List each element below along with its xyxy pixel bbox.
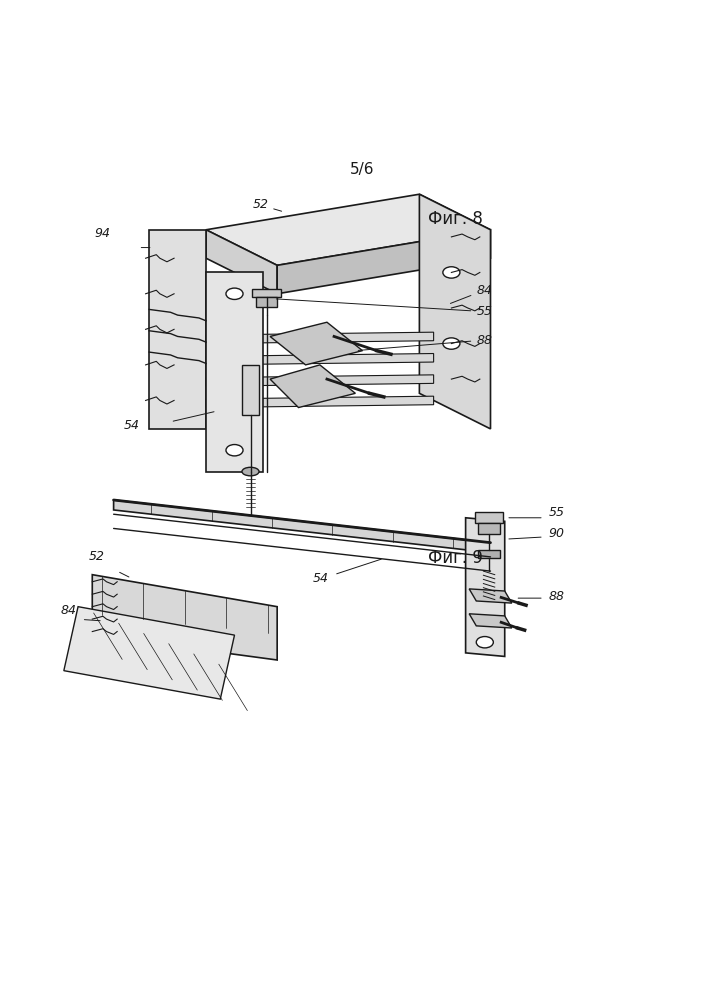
Polygon shape (419, 194, 491, 429)
Ellipse shape (226, 445, 243, 456)
Text: 55: 55 (276, 299, 492, 318)
Ellipse shape (242, 467, 259, 476)
Ellipse shape (443, 338, 460, 349)
Polygon shape (64, 607, 234, 699)
Polygon shape (114, 500, 491, 553)
Polygon shape (206, 375, 434, 386)
Polygon shape (270, 365, 355, 408)
Text: 54: 54 (123, 419, 139, 432)
Bar (252, 289, 281, 297)
Bar (478, 523, 500, 534)
Polygon shape (92, 575, 277, 660)
Polygon shape (469, 614, 512, 628)
Text: 54: 54 (312, 572, 328, 585)
Polygon shape (270, 322, 362, 365)
Ellipse shape (443, 267, 460, 278)
Ellipse shape (476, 637, 493, 648)
Text: 88: 88 (549, 590, 565, 603)
Text: 84: 84 (60, 604, 76, 617)
Bar (241, 365, 260, 415)
Bar (475, 512, 503, 523)
Text: Фиг. 9: Фиг. 9 (428, 549, 482, 567)
Polygon shape (277, 230, 491, 294)
Text: 94: 94 (95, 227, 111, 240)
Bar (478, 550, 500, 558)
Text: 5/6: 5/6 (350, 162, 375, 177)
Polygon shape (206, 194, 491, 265)
Bar (256, 297, 277, 307)
Ellipse shape (226, 288, 243, 299)
Text: 55: 55 (549, 506, 565, 519)
Polygon shape (469, 589, 512, 603)
Text: Фиг. 8: Фиг. 8 (428, 210, 482, 228)
Text: 90: 90 (549, 527, 565, 540)
Text: 84: 84 (450, 284, 492, 303)
Polygon shape (206, 396, 434, 408)
Text: 88: 88 (358, 334, 492, 350)
Polygon shape (206, 332, 434, 344)
Polygon shape (465, 518, 505, 656)
Polygon shape (206, 272, 263, 472)
Polygon shape (206, 230, 277, 294)
Polygon shape (149, 230, 206, 429)
Text: 52: 52 (252, 198, 281, 211)
Polygon shape (206, 354, 434, 365)
Text: 52: 52 (88, 550, 104, 563)
